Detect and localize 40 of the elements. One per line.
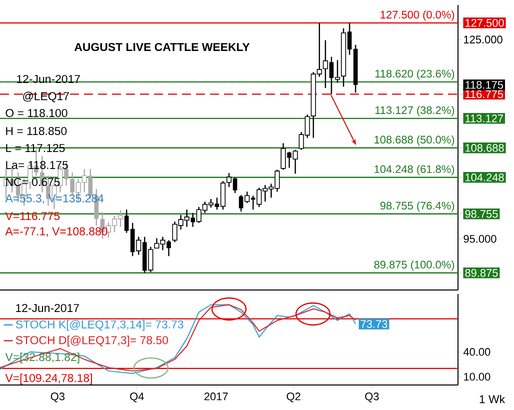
annotation: O = 118.100: [6, 108, 68, 118]
annotation: A=-77.1, V=108.880: [5, 227, 108, 237]
y-tick-label: 116.775: [466, 90, 504, 98]
candlestick: [124, 209, 129, 234]
annotation: 12-Jun-2017: [16, 304, 79, 312]
x-tick-label: Q2: [286, 392, 300, 402]
annotation: 12-Jun-2017: [17, 74, 80, 84]
annotation: La= 118.175: [6, 160, 68, 170]
legend-label: STOCH D[@LEQ17,3]= 78.50: [16, 336, 168, 346]
ref-line-label: 127.500 (0.0%): [380, 10, 454, 21]
y-tick-label: 104.248: [466, 174, 504, 182]
y-tick-label: 108.688: [466, 144, 504, 152]
ref-line-label: 104.248 (61.8%): [374, 165, 454, 176]
y-tick-label: 125.000: [464, 36, 502, 44]
annotation: H = 118.850: [6, 126, 67, 136]
ref-line-label: 98.755 (76.4%): [380, 201, 454, 212]
y-tick-label: 118.175: [466, 81, 504, 89]
text: AUGUST LIVE CATTLE WEEKLY: [74, 42, 250, 52]
x-tick-label: Q3: [365, 392, 379, 402]
legend-label: STOCH K[@LEQ17,3,14]= 73.73: [16, 320, 184, 331]
ref-line-label: 113.127 (38.2%): [375, 106, 454, 116]
data-label: 73.73: [360, 320, 388, 328]
annotation: V=[109.24,78.18]: [5, 374, 92, 384]
ref-line-label: 89.875 (100.0%): [374, 260, 454, 271]
y-tick-label: 95.000: [464, 234, 496, 243]
ref-line-label: 108.688 (50.0%): [374, 136, 454, 146]
annotation: @LEQ17: [23, 92, 69, 102]
y-tick-label: 40.00: [463, 348, 490, 356]
y-tick-label: 89.875: [465, 269, 498, 277]
ref-line-label: 118.620 (23.6%): [375, 70, 454, 80]
y-tick-label: 98.755: [465, 210, 498, 218]
y-tick-label: 113.127: [466, 114, 503, 122]
annotation: NC= 0.675: [6, 178, 60, 186]
text: 1 Wk: [480, 394, 506, 404]
y-tick-label: 10.00: [464, 372, 490, 381]
annotation: A=55.3, V=135.284: [5, 194, 104, 204]
y-tick-label: 127.500: [466, 19, 504, 27]
x-tick-label: Q3: [50, 392, 65, 402]
x-tick-label: 2017: [204, 392, 228, 400]
x-tick-label: Q4: [130, 392, 144, 402]
